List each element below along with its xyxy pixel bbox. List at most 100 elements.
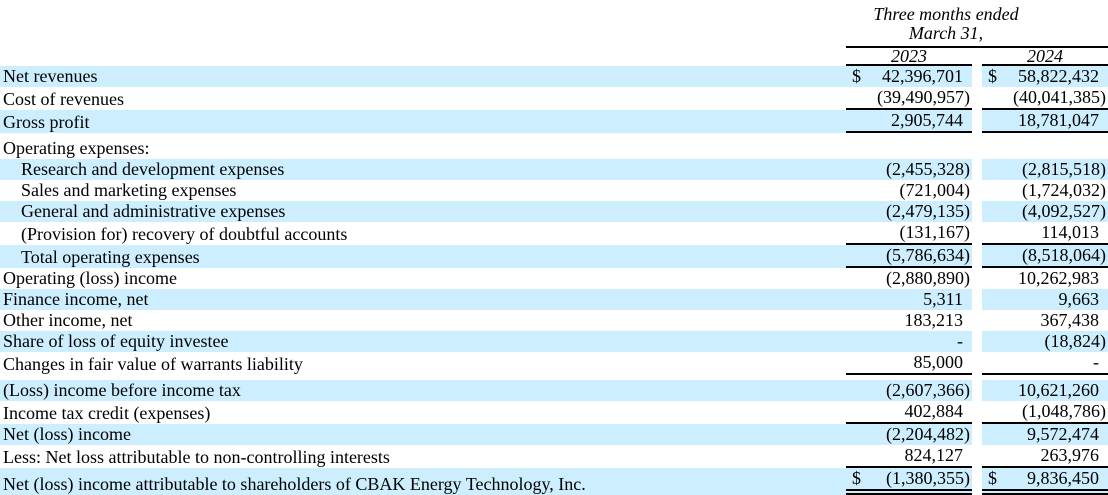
column-gutter: [972, 159, 982, 180]
column-gutter: [972, 352, 982, 375]
currency-symbol-2023: [846, 222, 870, 245]
amount-2024: (18,824): [1006, 331, 1108, 352]
column-gutter: [972, 222, 982, 245]
column-gutter: [972, 180, 982, 201]
period-header-row: Three months ended March 31,: [0, 0, 1108, 48]
row-label: Net revenues: [0, 66, 846, 87]
column-gutter: [972, 424, 982, 445]
currency-symbol-2024: [982, 331, 1006, 352]
column-gutter: [972, 138, 982, 159]
row-label: Income tax credit (expenses): [3, 403, 211, 423]
amount-2023: -: [870, 331, 972, 352]
row-label: Changes in fair value of warrants liabil…: [3, 354, 303, 374]
currency-symbol-2024: [982, 380, 1006, 401]
amount-2024: (1,724,032): [1022, 180, 1107, 200]
amount-2024: 9,572,474: [1006, 424, 1108, 445]
row-label: Operating (loss) income: [3, 268, 177, 288]
column-gutter: [972, 268, 982, 289]
year-header-row: 2023 2024: [0, 47, 1108, 66]
amount-2023: 824,127: [870, 445, 972, 468]
amount-2024: (8,518,064): [1006, 245, 1108, 268]
column-gutter: [972, 310, 982, 331]
table-row: Less: Net loss attributable to non-contr…: [0, 445, 1108, 468]
amount-2023: 183,213: [904, 310, 964, 330]
currency-symbol-2023: [846, 380, 870, 401]
table-row: Net (loss) income (2,204,482) 9,572,474: [0, 424, 1108, 445]
currency-symbol-2024: [982, 424, 1006, 445]
row-label: (Provision for) recovery of doubtful acc…: [21, 224, 348, 244]
currency-symbol-2024: [982, 180, 1006, 201]
amount-2023: (2,880,890): [886, 268, 970, 288]
currency-symbol-2023: [846, 201, 870, 222]
currency-symbol-2023: [846, 159, 870, 180]
row-label: Gross profit: [0, 110, 846, 133]
currency-symbol-2024: [982, 268, 1006, 289]
amount-2023: 5,311: [870, 289, 972, 310]
amount-2023: (39,490,957): [870, 87, 972, 110]
amount-2024: [1006, 138, 1108, 159]
column-gutter: [972, 468, 982, 495]
row-label: Operating expenses:: [3, 138, 150, 158]
column-gutter: [972, 331, 982, 352]
amount-2024: 114,013: [1006, 222, 1108, 245]
currency-symbol-2024: $: [982, 468, 1006, 495]
table-row: Operating (loss) income (2,880,890) 10,262…: [0, 268, 1108, 289]
currency-symbol-2024: [982, 110, 1006, 133]
column-gutter: [972, 66, 982, 87]
amount-2024: 10,262,983: [1018, 268, 1100, 288]
column-gutter: [972, 401, 982, 424]
table-header: Three months ended March 31, 2023 2024: [0, 0, 1108, 66]
table-row: Operating expenses:: [0, 138, 1108, 159]
table-body: Net revenues $42,396,701 $58,822,432 Cost o…: [0, 66, 1108, 495]
row-label: General and administrative expenses: [0, 201, 846, 222]
currency-symbol-2024: [982, 445, 1006, 468]
column-gutter: [972, 87, 982, 110]
currency-symbol-2023: [846, 180, 870, 201]
row-label: Share of loss of equity investee: [0, 331, 846, 352]
currency-symbol-2023: [846, 401, 870, 424]
currency-symbol-2023: [846, 138, 870, 159]
amount-2023: (2,479,135): [870, 201, 972, 222]
column-gutter: [972, 380, 982, 401]
column-header-2023: 2023: [846, 47, 972, 66]
amount-2023: 42,396,701: [870, 66, 972, 87]
row-label: Other income, net: [3, 310, 133, 330]
currency-symbol-2023: $: [846, 66, 870, 87]
amount-2024: -: [1006, 352, 1108, 375]
currency-symbol-2024: [982, 222, 1006, 245]
currency-symbol-2024: [982, 87, 1006, 110]
column-gutter: [972, 289, 982, 310]
currency-symbol-2023: [846, 424, 870, 445]
table-row: Share of loss of equity investee - (18,824…: [0, 331, 1108, 352]
amount-2023: (5,786,634): [870, 245, 972, 268]
row-label: Sales and marketing expenses: [21, 180, 237, 200]
amount-2024: 9,836,450: [1006, 468, 1108, 495]
currency-symbol-2024: [982, 310, 1006, 331]
currency-symbol-2024: [982, 159, 1006, 180]
currency-symbol-2023: [846, 331, 870, 352]
currency-symbol-2023: [846, 245, 870, 268]
table-row: Other income, net 183,213 367,438: [0, 310, 1108, 331]
column-gutter: [972, 48, 982, 66]
amount-2023: (131,167): [870, 222, 972, 245]
amount-2023: (2,607,366): [870, 380, 972, 401]
currency-symbol-2023: [846, 445, 870, 468]
column-gutter: [972, 245, 982, 268]
amount-2024: 9,663: [1006, 289, 1108, 310]
currency-symbol-2024: [982, 138, 1006, 159]
currency-symbol-2024: [982, 289, 1006, 310]
currency-symbol-2024: $: [982, 66, 1006, 87]
row-label: Less: Net loss attributable to non-contr…: [3, 447, 390, 467]
amount-2024: (40,041,385): [1006, 87, 1108, 110]
amount-2023: (2,455,328): [870, 159, 972, 180]
amount-2024: 10,621,260: [1006, 380, 1108, 401]
amount-2023: 85,000: [870, 352, 972, 375]
table-row: Total operating expenses (5,786,634) (8,51…: [0, 245, 1108, 268]
table-row: Sales and marketing expenses (721,004) (1,…: [0, 180, 1108, 201]
column-gutter: [972, 110, 982, 133]
table-row: Net revenues $42,396,701 $58,822,432: [0, 66, 1108, 87]
column-gutter: [972, 445, 982, 468]
amount-2023: 402,884: [870, 401, 972, 424]
table-row: General and administrative expenses (2,47…: [0, 201, 1108, 222]
